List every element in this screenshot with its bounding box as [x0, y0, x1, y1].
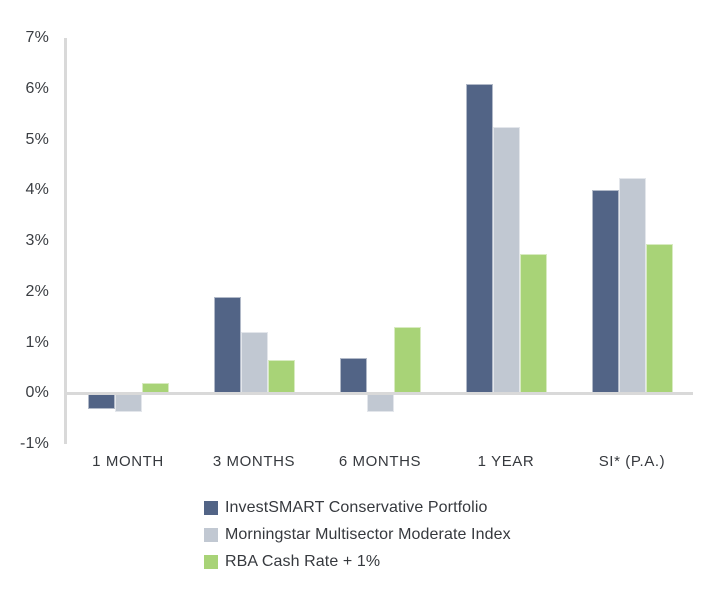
legend-item: Morningstar Multisector Moderate Index — [204, 521, 511, 548]
bar-morningstar-1-month — [114, 394, 142, 412]
bar-morningstar-6-months — [366, 394, 394, 412]
bar-morningstar-3-months — [240, 332, 268, 394]
bar-investsmart-6-months — [339, 357, 367, 394]
bar-investsmart-si-p-a- — [591, 190, 619, 394]
legend-swatch-icon — [204, 554, 218, 569]
zero-baseline — [64, 392, 693, 395]
x-axis-label-3-months: 3 MONTHS — [212, 453, 296, 470]
legend-item: InvestSMART Conservative Portfolio — [204, 494, 511, 521]
bar-morningstar-1-year — [492, 126, 520, 394]
legend-item: RBA Cash Rate + 1% — [204, 548, 511, 575]
y-tick-label: 1% — [25, 333, 49, 351]
y-tick-label: 6% — [25, 79, 49, 97]
y-axis-line — [64, 38, 67, 444]
y-tick-label: 4% — [25, 181, 49, 199]
legend-swatch-icon — [204, 500, 218, 515]
y-tick-label: 2% — [25, 282, 49, 300]
y-tick-label: 7% — [25, 29, 49, 46]
bar-investsmart-1-month — [87, 394, 115, 410]
x-axis-label-6-months: 6 MONTHS — [338, 453, 422, 470]
bar-rba-6-months — [393, 327, 421, 394]
y-tick-label: 0% — [25, 384, 49, 402]
bar-morningstar-si-p-a- — [618, 177, 646, 394]
y-tick-label: -1% — [19, 435, 49, 452]
legend-label: RBA Cash Rate + 1% — [225, 552, 381, 570]
y-tick-label: 3% — [25, 232, 49, 249]
chart-legend: InvestSMART Conservative Portfolio Mornin… — [204, 494, 511, 575]
legend-swatch-icon — [204, 527, 218, 542]
bar-rba-si-p-a- — [645, 243, 673, 394]
x-axis-label-si-p-a-: SI* (P.A.) — [598, 453, 666, 470]
legend-label: Morningstar Multisector Moderate Index — [225, 525, 511, 543]
y-tick-label: 5% — [25, 130, 49, 148]
bar-investsmart-1-year — [465, 83, 493, 394]
bar-rba-3-months — [267, 360, 295, 394]
bar-investsmart-3-months — [213, 296, 241, 394]
bar-rba-1-year — [519, 253, 547, 394]
x-axis-label-1-month: 1 MONTH — [92, 453, 164, 470]
x-axis-label-1-year: 1 YEAR — [477, 453, 535, 470]
legend-label: InvestSMART Conservative Portfolio — [225, 498, 488, 516]
